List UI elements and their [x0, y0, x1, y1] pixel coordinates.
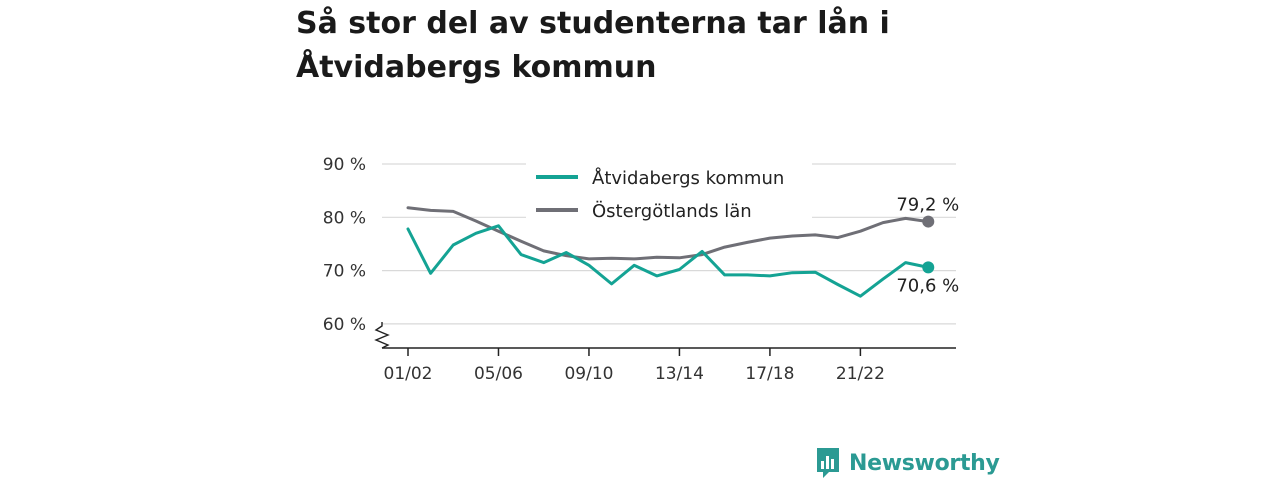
- end-point-ostergotland: [922, 215, 935, 228]
- logo-text: Newsworthy: [849, 450, 1000, 476]
- y-tick-label: 80 %: [323, 208, 366, 228]
- legend-background: [526, 158, 812, 228]
- legend-label-atvidaberg: Åtvidabergs kommun: [592, 167, 784, 189]
- y-tick-label: 70 %: [323, 262, 366, 282]
- y-tick-label: 60 %: [323, 315, 366, 335]
- series-line-ostergotland: [406, 206, 930, 261]
- end-point-atvidaberg: [922, 261, 935, 274]
- legend-label-ostergotland: Östergötlands län: [592, 200, 752, 222]
- end-labels: 79,2 % 70,6 %: [896, 195, 959, 297]
- end-label-ostergotland: 79,2 %: [896, 195, 959, 216]
- series-lines: [406, 206, 935, 298]
- chart-title: Så stor del av studenterna tar lån i Åtv…: [296, 6, 890, 85]
- x-tick-label: 09/10: [564, 364, 613, 384]
- x-tick-label: 17/18: [745, 364, 794, 384]
- legend: Åtvidabergs kommun Östergötlands län: [526, 158, 812, 228]
- newsworthy-chart-icon: [817, 448, 839, 478]
- x-tick-label: 13/14: [655, 364, 704, 384]
- end-label-atvidaberg: 70,6 %: [896, 275, 959, 296]
- x-tick-label: 21/22: [836, 364, 885, 384]
- x-tick-label: 05/06: [474, 364, 523, 384]
- series-line-atvidaberg: [406, 224, 930, 298]
- newsworthy-logo[interactable]: Newsworthy: [815, 446, 1000, 480]
- axes: 60 % 70 % 80 % 90 % 01/02 05/06 09/10 13/14 17/1…: [323, 155, 956, 384]
- x-tick-label: 01/02: [384, 364, 433, 384]
- y-tick-label: 90 %: [323, 155, 366, 175]
- y-axis-break-icon: [374, 322, 390, 349]
